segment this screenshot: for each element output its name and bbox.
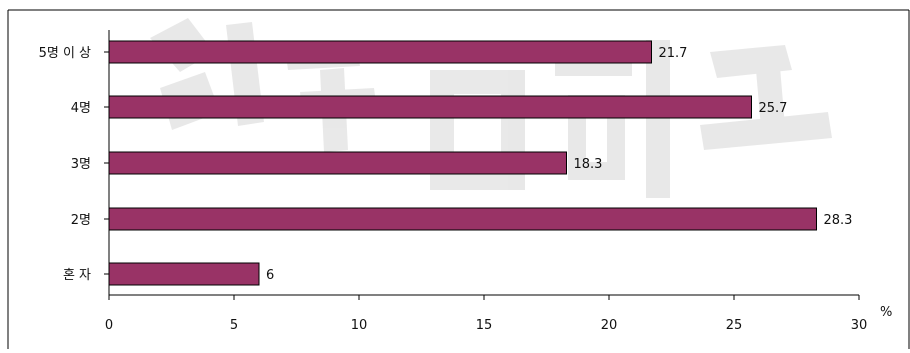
chart-labels: 0 5 10 15 20 25 30 5명 이 상 21.7 4명 25.7 3명 18.3 2명 28.3…	[39, 46, 868, 333]
data-label-1: 25.7	[759, 101, 788, 116]
bar-0	[108, 40, 652, 64]
y-axis-category-label-0: 5명 이 상	[39, 46, 91, 61]
x-axis-tick-label-5: 25	[726, 318, 743, 333]
x-axis-tick-label-4: 20	[601, 318, 618, 333]
data-label-0: 21.7	[659, 46, 688, 61]
x-axis-unit-label: %	[880, 305, 892, 320]
bar-3	[108, 207, 817, 231]
y-axis-category-label-4: 혼 자	[63, 268, 91, 283]
chart-bars	[108, 40, 817, 286]
chart-frame	[7, 9, 910, 349]
data-label-4: 6	[266, 268, 274, 283]
y-axis-category-label-2: 3명	[71, 157, 91, 172]
data-label-2: 18.3	[574, 157, 603, 172]
x-axis-tick-label-1: 5	[230, 318, 238, 333]
x-axis-tick-label-0: 0	[105, 318, 113, 333]
bar-2	[108, 151, 567, 175]
bar-1	[108, 95, 752, 119]
x-axis-tick-label-3: 15	[476, 318, 493, 333]
data-label-3: 28.3	[824, 213, 853, 228]
bar-4	[108, 262, 260, 286]
x-axis-tick-label-2: 10	[351, 318, 368, 333]
y-axis-category-label-3: 2명	[71, 213, 91, 228]
y-axis-category-label-1: 4명	[71, 101, 91, 116]
x-axis-tick-label-6: 30	[851, 318, 868, 333]
